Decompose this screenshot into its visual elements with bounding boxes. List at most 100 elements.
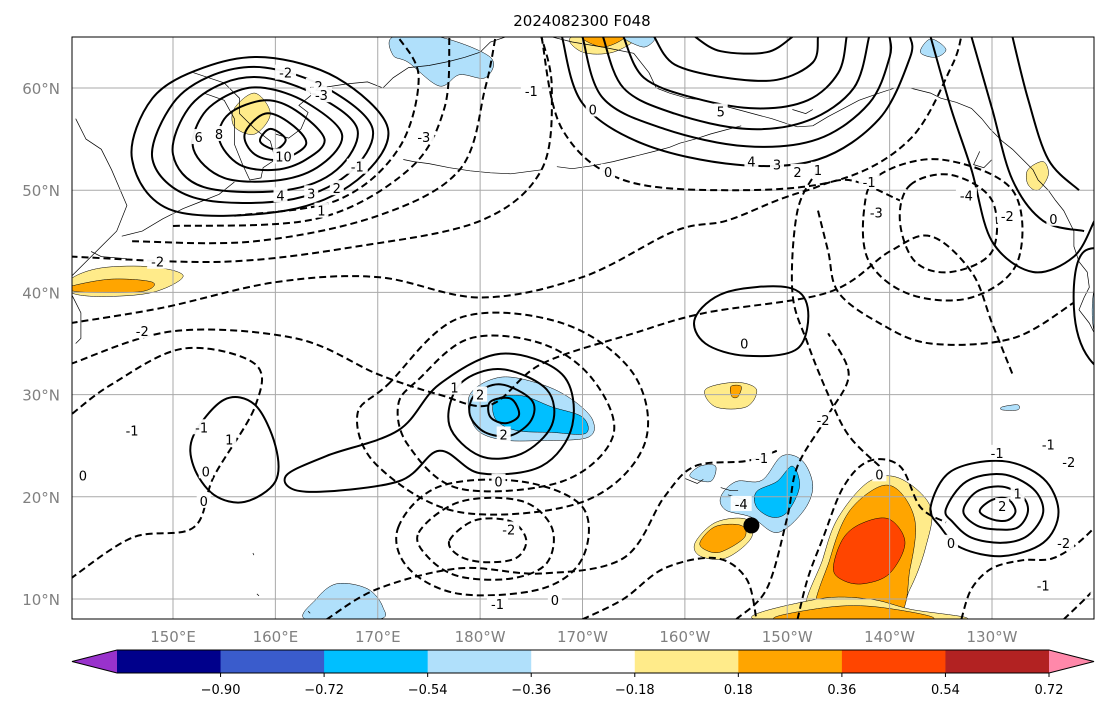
map-title: 2024082300 F048: [513, 12, 650, 30]
contour-label: 6: [194, 131, 202, 146]
gridlines: [72, 37, 1094, 619]
contour-solid: [1011, 37, 1080, 191]
coastline: [256, 593, 260, 597]
shaded-region: [581, 37, 625, 48]
colorbar-outline: [71, 649, 1095, 674]
coastline: [720, 487, 739, 492]
contour-label: 0: [551, 594, 559, 609]
contour-label: -2: [136, 325, 149, 340]
contour-label: -4: [735, 498, 748, 513]
contour-label: 1: [317, 205, 325, 220]
contour-label-bg: [191, 419, 213, 435]
colorbar-segment: [324, 650, 429, 673]
contour-label: 1: [1013, 488, 1021, 503]
contour-solid: [581, 37, 893, 148]
contour-label: 1: [814, 164, 822, 179]
contour-label-bg: [547, 592, 562, 608]
contour-label: -1: [491, 598, 504, 613]
contour-label: -1: [991, 447, 1004, 462]
contour-label: -1: [525, 85, 538, 100]
coastline: [72, 118, 128, 277]
contour-label: -2: [502, 524, 515, 539]
longitude-tick-labels: 150°E 160°E 170°E 180°W 170°W 160°W 150°W 140°W…: [150, 628, 1017, 646]
coastline: [684, 478, 704, 484]
contour-label: 0: [1049, 213, 1057, 228]
contour-label-bg: [730, 495, 752, 511]
contour-label: 1: [450, 381, 458, 396]
contour-dashed: [395, 478, 590, 597]
shaded-region: [623, 37, 656, 48]
colorbar-tick-label: −0.18: [615, 683, 655, 698]
contour-solid: [1072, 247, 1094, 366]
colorbar-tick-label: 0.36: [827, 683, 856, 698]
contour-label-bg: [744, 153, 759, 169]
contour-label-bg: [413, 129, 435, 145]
shaded-region: [754, 465, 800, 518]
contour-label: 0: [604, 166, 612, 181]
contour-solid: [171, 75, 359, 194]
contour-label-bg: [191, 129, 206, 145]
contour-solid: [447, 368, 556, 460]
contour-label-bg: [491, 473, 506, 489]
colorbar-segment: [634, 650, 739, 673]
lon-tick-label: 160°E: [253, 628, 299, 646]
coastline: [72, 294, 82, 344]
colorbar-segment: [427, 650, 532, 673]
contour-label: 0: [589, 103, 597, 118]
contour-label: 0: [494, 475, 502, 490]
coastline: [121, 181, 235, 237]
contour-label: -2: [817, 414, 830, 429]
shaded-region: [1000, 404, 1020, 411]
lon-tick-label: 130°W: [967, 628, 1018, 646]
contour-label: -4: [960, 189, 973, 204]
contour-label-bg: [75, 467, 90, 483]
contour-label: -3: [870, 207, 883, 222]
contour-label: -1: [351, 161, 364, 176]
contour-label: -1: [195, 421, 208, 436]
colorbar-segment: [531, 650, 636, 673]
coastline: [403, 159, 542, 175]
contour-label: -3: [315, 89, 328, 104]
contour-label-bg: [496, 426, 511, 442]
contour-label: 0: [202, 465, 210, 480]
contour-label: -2: [1057, 537, 1070, 552]
contour-label-bg: [346, 158, 368, 174]
contour-label-bg: [996, 207, 1018, 223]
contour-dashed: [790, 169, 881, 467]
coastline: [556, 125, 742, 170]
contour-label: 0: [79, 469, 87, 484]
contour-dashed: [72, 234, 1014, 408]
contour-dashed: [898, 173, 999, 274]
colorbar-tick-label: −0.90: [201, 683, 241, 698]
contour-label-bg: [713, 103, 728, 119]
colorbar-extend-high: [1049, 650, 1094, 673]
contour-label: 8: [215, 128, 223, 143]
colorbar-segment: [220, 650, 325, 673]
shaded-region: [388, 37, 494, 87]
contour-dashed: [582, 556, 758, 619]
contour-label-bg: [273, 148, 295, 164]
lon-tick-label: 150°W: [762, 628, 813, 646]
contour-label-bg: [131, 323, 153, 339]
coastline: [956, 101, 1094, 334]
contour-solid: [217, 99, 326, 172]
contour-label: 0: [740, 338, 748, 353]
coastline: [90, 251, 127, 260]
contour-lines: [72, 37, 1094, 619]
contour-labels: -2-2-368104321-1-3-2-2-10054321-1-3-4-20…: [75, 64, 1094, 613]
contour-label-bg: [944, 534, 959, 550]
contour-label-bg: [601, 163, 616, 179]
lat-tick-label: 40°N: [22, 284, 60, 302]
contour-solid: [622, 37, 848, 110]
lon-tick-label: 140°W: [864, 628, 915, 646]
contour-label: 0: [875, 468, 883, 483]
contour-label: 3: [773, 159, 781, 174]
contour-label: 2: [333, 182, 341, 197]
contour-label-bg: [1037, 436, 1059, 452]
lon-tick-label: 170°W: [557, 628, 608, 646]
lat-tick-label: 50°N: [22, 182, 60, 200]
colorbar-segment: [945, 650, 1050, 673]
colorbar-segment: [738, 650, 843, 673]
contour-label: -2: [151, 256, 164, 271]
contour-label-bg: [1010, 485, 1025, 501]
